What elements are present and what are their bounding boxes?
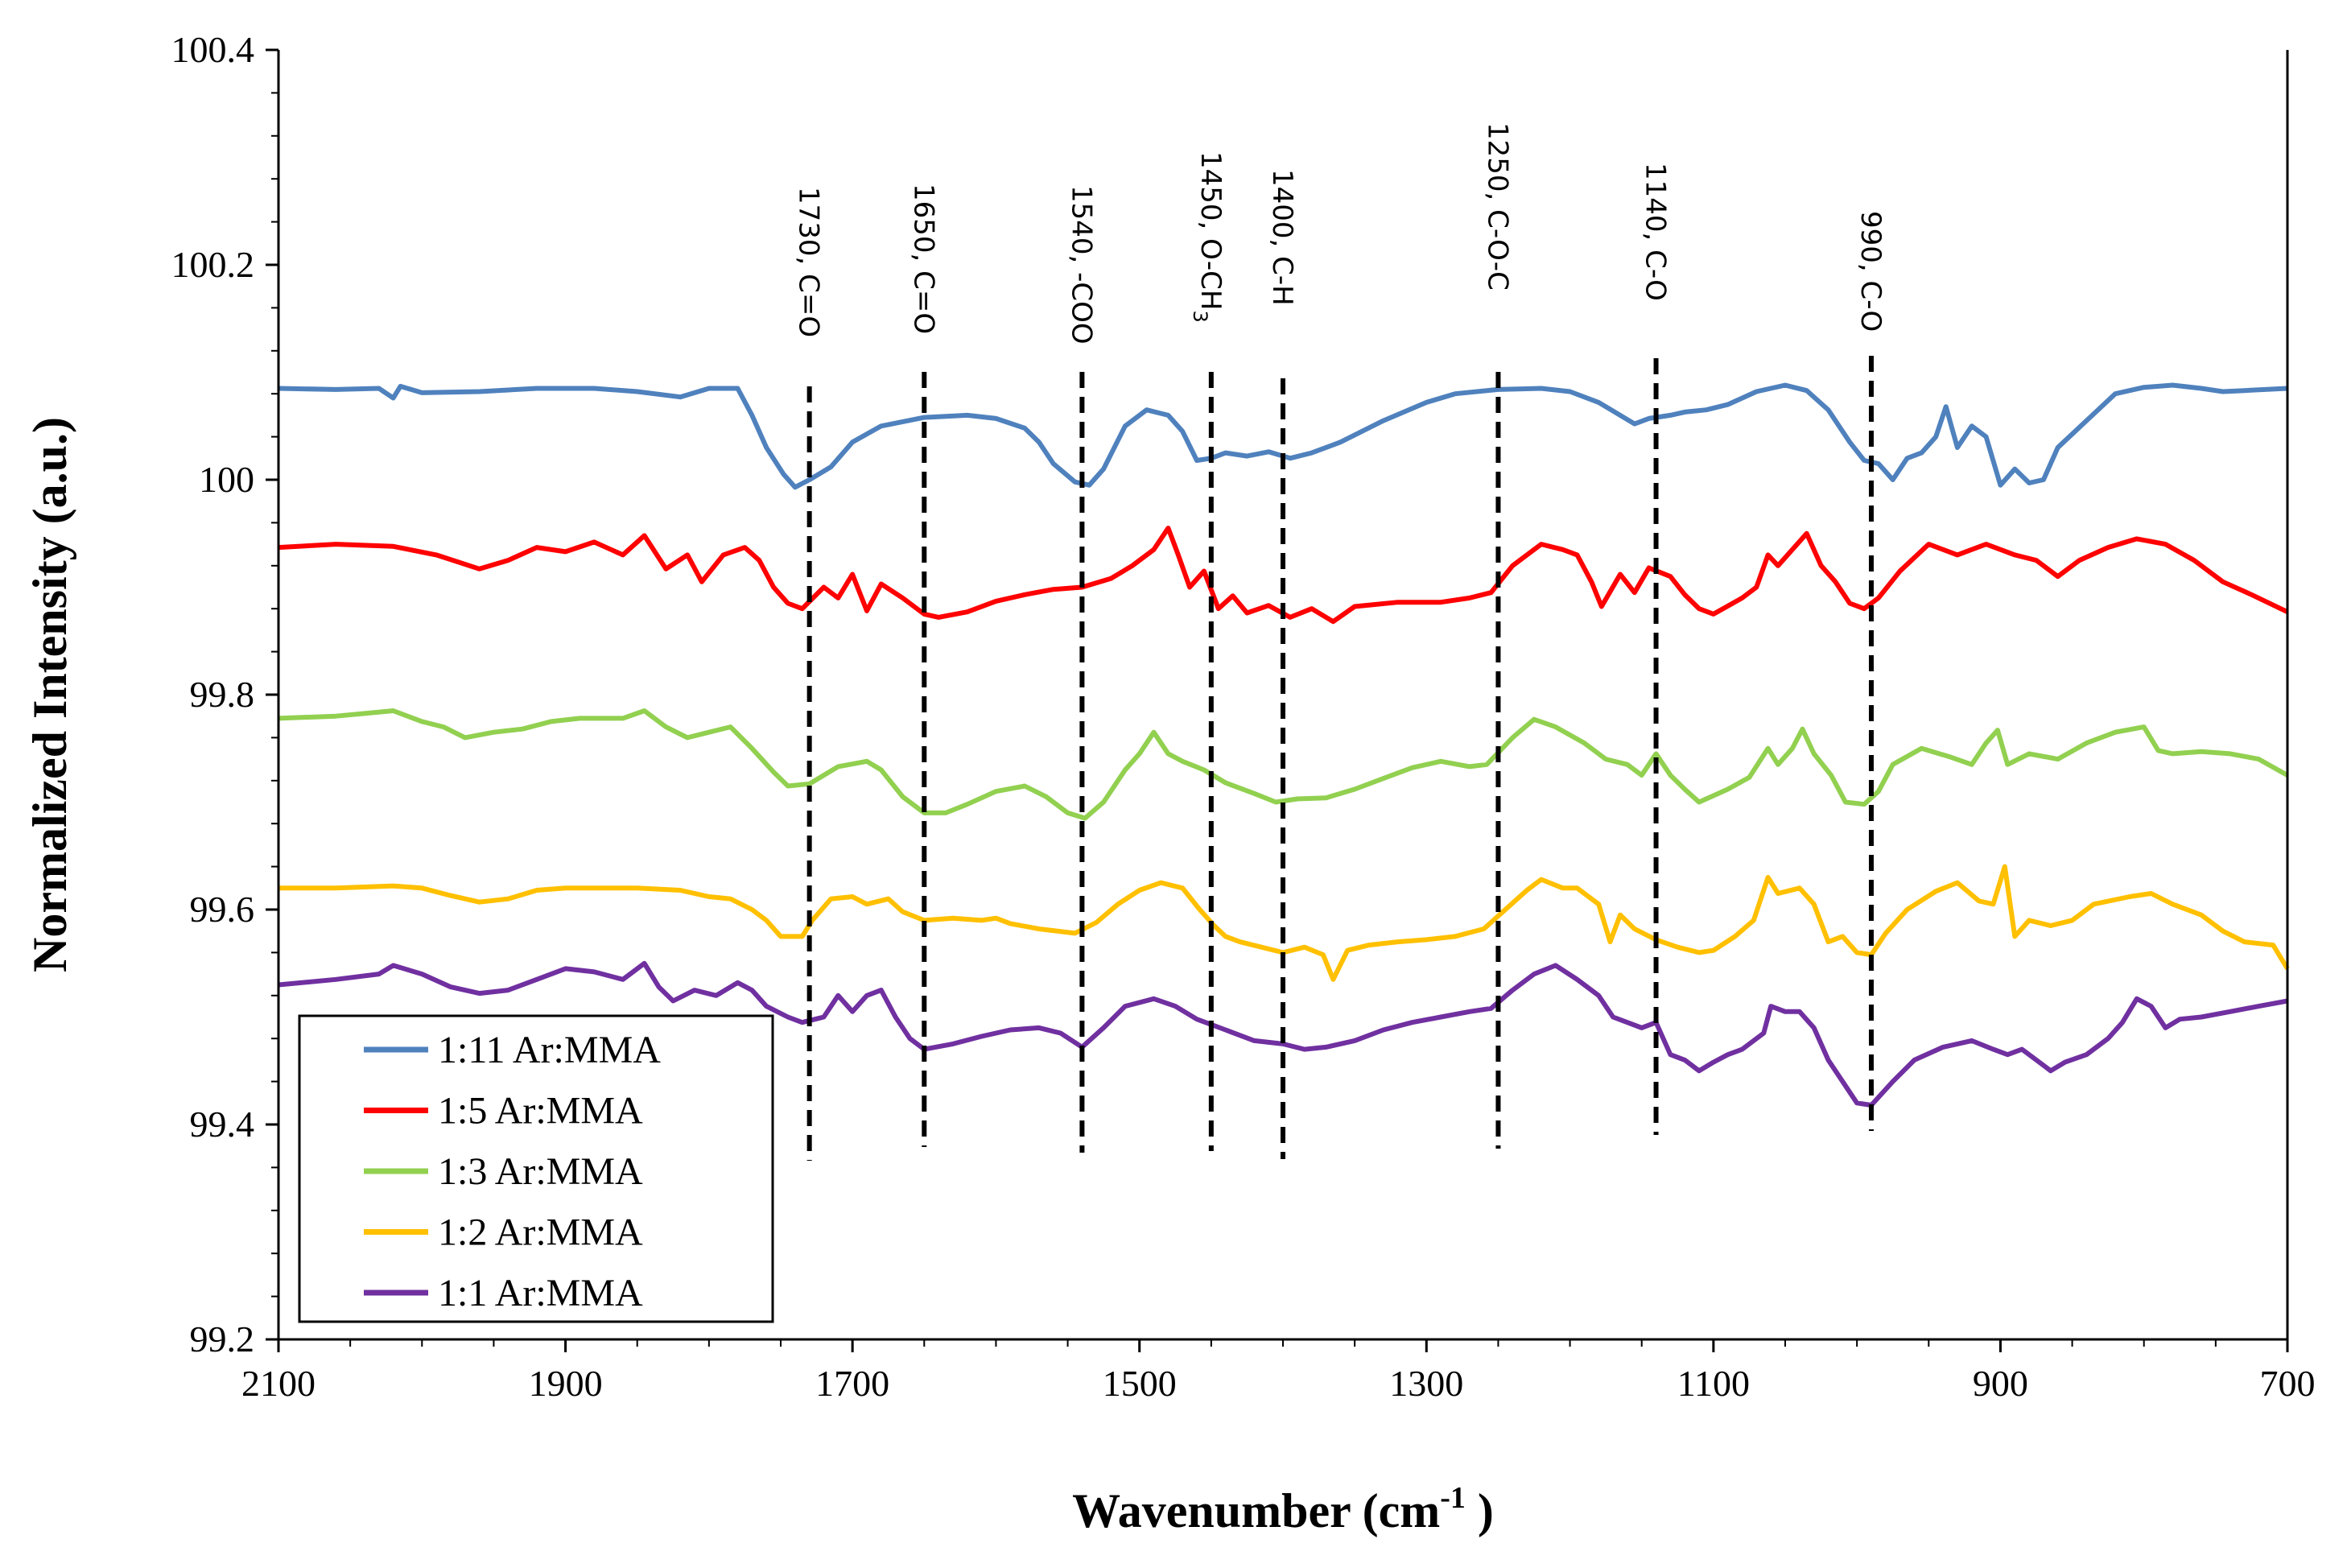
- annotation-label-990: 990, C-O: [1854, 211, 1887, 332]
- x-axis-title-main: Wavenumber (cm: [1072, 1484, 1440, 1537]
- annotation-text-1140: 1140, C-O: [1640, 163, 1672, 301]
- x-tick-label-0: 2100: [241, 1363, 316, 1404]
- x-tick-label-4: 1300: [1389, 1363, 1463, 1404]
- x-tick-label-1: 1900: [529, 1363, 603, 1404]
- series-line-3: [278, 708, 2289, 821]
- annotation-label-1400: 1400, C-H: [1266, 169, 1298, 306]
- y-tick-label-3: 99.8: [190, 674, 255, 715]
- x-tick-label-5: 1100: [1677, 1363, 1750, 1404]
- y-tick-label-0: 99.2: [190, 1318, 255, 1360]
- x-axis-title: Wavenumber (cm-1 ): [1072, 1481, 1494, 1537]
- annotation-text-1250: 1250, C-O-C: [1481, 122, 1513, 291]
- x-tick-label-3: 1500: [1103, 1363, 1177, 1404]
- annotation-text-1400: 1400, C-H: [1266, 169, 1298, 306]
- legend-label-5: 1:1 Ar:MMA: [438, 1272, 643, 1314]
- annotation-text-1650: 1650, C=O: [907, 184, 939, 334]
- y-tick-label-5: 100.2: [171, 244, 255, 285]
- annotation-label-1140: 1140, C-O: [1640, 163, 1672, 301]
- y-tick-label-1: 99.4: [190, 1104, 255, 1145]
- legend-label-2: 1:5 Ar:MMA: [438, 1090, 643, 1133]
- annotation-text-1540: 1540, -COO: [1065, 185, 1097, 345]
- series-line-4: [278, 864, 2290, 982]
- axes: 99.2 99.4 99.6 99.8 100 100.2 100.4 2100 1900 170…: [171, 29, 2316, 1404]
- x-axis-title-superscript: -1: [1440, 1481, 1466, 1515]
- series-lines: [278, 382, 2290, 1108]
- legend-label-4: 1:2 Ar:MMA: [438, 1211, 643, 1254]
- x-axis-title-close: ): [1466, 1484, 1494, 1537]
- annotation-label-1540: 1540, -COO: [1065, 185, 1097, 345]
- series-line-5: [278, 960, 2288, 1108]
- x-tick-label-6: 900: [1973, 1363, 2028, 1404]
- annotation-text-1730: 1730, C=O: [793, 187, 825, 337]
- legend: 1:11 Ar:MMA 1:5 Ar:MMA 1:3 Ar:MMA 1:2 Ar:MM…: [298, 1014, 774, 1323]
- annotation-label-1250: 1250, C-O-C: [1481, 122, 1513, 291]
- y-tick-label-2: 99.6: [190, 889, 255, 930]
- annotation-label-1730: 1730, C=O: [793, 187, 825, 337]
- annotation-label-1450: 1450, O-CH3: [1189, 151, 1227, 323]
- x-tick-label-7: 700: [2260, 1363, 2316, 1404]
- peak-annotations: 1730, C=O 1650, C=O 1540, -COO 1450, O-CH31…: [793, 122, 1887, 1161]
- x-tick-label-2: 1700: [815, 1363, 889, 1404]
- y-tick-label-6: 100.4: [171, 29, 255, 70]
- legend-label-3: 1:3 Ar:MMA: [438, 1150, 643, 1193]
- y-axis-title: Normalized Intensity (a.u.): [23, 417, 76, 972]
- series-line-2: [278, 526, 2289, 625]
- legend-label-1: 1:11 Ar:MMA: [438, 1029, 661, 1071]
- annotation-text-990: 990, C-O: [1854, 211, 1887, 332]
- annotation-label-1650: 1650, C=O: [907, 184, 939, 334]
- y-tick-label-4: 100: [199, 459, 254, 500]
- series-line-1: [278, 382, 2288, 490]
- annotation-text-1450: 1450, O-CH: [1194, 151, 1227, 310]
- annotation-subscript-1450: 3: [1189, 310, 1211, 322]
